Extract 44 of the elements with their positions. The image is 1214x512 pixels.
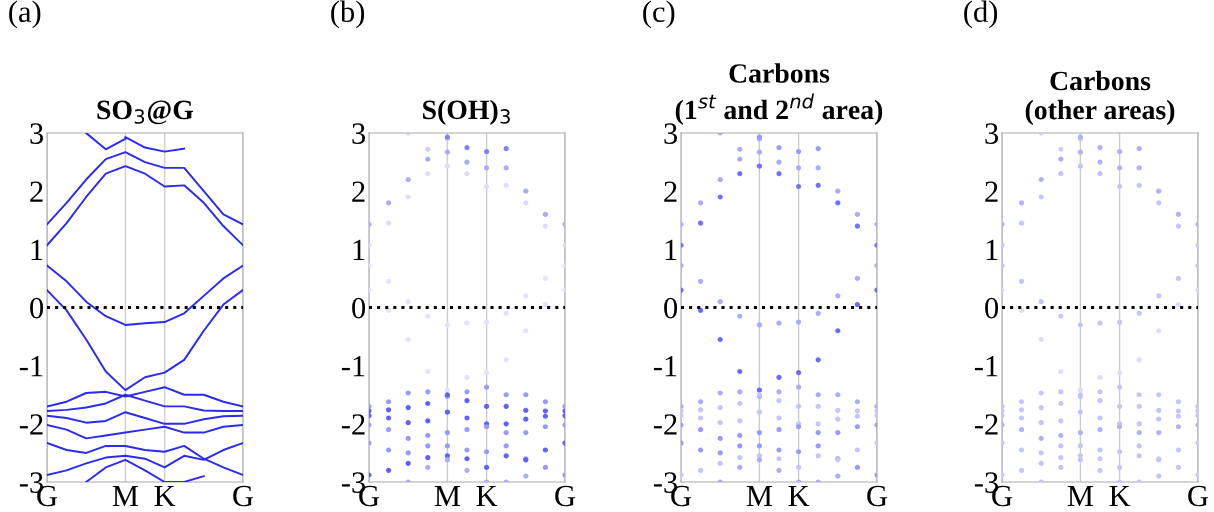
y-tick-label: 0 xyxy=(352,297,366,319)
x-tick-label: G xyxy=(1188,485,1209,507)
y-tick-label: 0 xyxy=(664,297,678,319)
chart-title: SO$_{3}$@G xyxy=(97,100,194,125)
y-tick-label: 2 xyxy=(352,181,365,202)
x-tick-label: G xyxy=(867,485,888,507)
y-tick-label: 2 xyxy=(985,181,998,202)
y-tick-label: 1 xyxy=(31,239,43,260)
y-tick-label: 0 xyxy=(985,297,999,319)
y-tick-label: -1 xyxy=(974,356,998,377)
y-tick-label: 0 xyxy=(30,297,44,319)
text: (d) xyxy=(964,0,998,29)
y-tick-label: -1 xyxy=(19,356,43,377)
y-tick-label: 1 xyxy=(665,239,677,260)
chart-title: S(OH)$_{3}$ xyxy=(423,99,510,125)
y-tick-label: -2 xyxy=(19,414,43,435)
x-tick-label: M xyxy=(746,485,773,506)
x-tick-label: M xyxy=(434,485,461,506)
text: (a) xyxy=(9,0,41,29)
y-tick-label: 2 xyxy=(30,181,43,202)
y-tick-label: 2 xyxy=(664,181,677,202)
y-tick-label: -1 xyxy=(653,356,677,377)
x-tick-label: G xyxy=(555,485,576,507)
x-tick-label: K xyxy=(1109,485,1131,506)
x-tick-label: K xyxy=(154,485,176,506)
chart-title: Carbons (1$^{st}$ and 2$^{nd}$ area) xyxy=(675,63,883,125)
y-tick-label: 3 xyxy=(985,123,999,144)
y-tick-label: 3 xyxy=(352,123,366,144)
text: (b) xyxy=(331,0,365,29)
text: (c) xyxy=(643,0,675,29)
x-tick-label: K xyxy=(788,485,810,506)
y-tick-label: -1 xyxy=(341,356,365,377)
y-tick-label: 1 xyxy=(353,239,365,260)
chart-title: Carbons (other areas) xyxy=(1025,70,1175,126)
y-tick-label: 1 xyxy=(986,239,998,260)
x-tick-label: M xyxy=(112,485,139,506)
y-tick-label: 3 xyxy=(664,123,678,144)
x-tick-label: M xyxy=(1067,485,1094,506)
y-tick-label: -2 xyxy=(653,414,677,435)
y-tick-label: 3 xyxy=(30,123,44,144)
y-tick-label: -2 xyxy=(974,414,998,435)
x-tick-label: G xyxy=(233,485,254,507)
x-tick-label: K xyxy=(476,485,498,506)
y-tick-label: -2 xyxy=(341,414,365,435)
